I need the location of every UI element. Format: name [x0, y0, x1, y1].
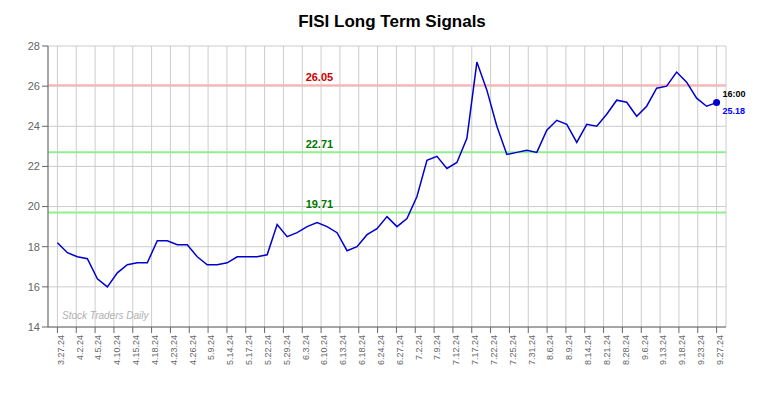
svg-text:25.18: 25.18	[723, 106, 746, 116]
svg-text:5.17.24: 5.17.24	[244, 335, 254, 365]
svg-text:9.18.24: 9.18.24	[677, 335, 687, 365]
svg-text:7.25.24: 7.25.24	[508, 335, 518, 365]
svg-text:7.9.24: 7.9.24	[432, 335, 442, 360]
svg-text:6.18.24: 6.18.24	[357, 335, 367, 365]
svg-text:5.9.24: 5.9.24	[206, 335, 216, 360]
svg-text:5.29.24: 5.29.24	[282, 335, 292, 365]
svg-text:28: 28	[28, 40, 40, 52]
svg-text:8.28.24: 8.28.24	[621, 335, 631, 365]
svg-text:6.24.24: 6.24.24	[376, 335, 386, 365]
svg-text:3.27.24: 3.27.24	[56, 335, 66, 365]
svg-text:5.22.24: 5.22.24	[263, 335, 273, 365]
svg-text:Stock Traders Daily: Stock Traders Daily	[62, 310, 150, 321]
svg-text:24: 24	[28, 120, 40, 132]
svg-text:9.27.24: 9.27.24	[715, 335, 725, 365]
svg-text:9.13.24: 9.13.24	[658, 335, 668, 365]
svg-text:20: 20	[28, 200, 40, 212]
svg-text:6.10.24: 6.10.24	[319, 335, 329, 365]
svg-text:9.6.24: 9.6.24	[640, 335, 650, 360]
svg-text:5.14.24: 5.14.24	[225, 335, 235, 365]
svg-text:9.23.24: 9.23.24	[696, 335, 706, 365]
svg-text:22: 22	[28, 160, 40, 172]
svg-text:19.71: 19.71	[306, 198, 334, 210]
svg-text:4.23.24: 4.23.24	[169, 335, 179, 365]
svg-text:8.14.24: 8.14.24	[583, 335, 593, 365]
svg-text:26: 26	[28, 80, 40, 92]
svg-text:6.3.24: 6.3.24	[301, 335, 311, 360]
svg-text:4.10.24: 4.10.24	[112, 335, 122, 365]
svg-text:18: 18	[28, 241, 40, 253]
svg-text:4.18.24: 4.18.24	[150, 335, 160, 365]
svg-text:4.15.24: 4.15.24	[131, 335, 141, 365]
svg-text:4.26.24: 4.26.24	[188, 335, 198, 365]
svg-text:4.5.24: 4.5.24	[93, 335, 103, 360]
svg-text:22.71: 22.71	[306, 138, 334, 150]
svg-text:26.05: 26.05	[306, 71, 334, 83]
svg-text:7.12.24: 7.12.24	[451, 335, 461, 365]
svg-text:7.22.24: 7.22.24	[489, 335, 499, 365]
svg-text:16: 16	[28, 281, 40, 293]
html-text:FISI Long Term Signals: FISI Long Term Signals	[298, 12, 486, 31]
svg-text:16:00: 16:00	[723, 89, 746, 99]
svg-text:6.27.24: 6.27.24	[395, 335, 405, 365]
svg-text:8.6.24: 8.6.24	[545, 335, 555, 360]
svg-text:7.31.24: 7.31.24	[527, 335, 537, 365]
svg-text:4.2.24: 4.2.24	[75, 335, 85, 360]
svg-text:7.2.24: 7.2.24	[414, 335, 424, 360]
svg-text:8.9.24: 8.9.24	[564, 335, 574, 360]
svg-text:6.13.24: 6.13.24	[338, 335, 348, 365]
svg-text:8.21.24: 8.21.24	[602, 335, 612, 365]
svg-text:7.17.24: 7.17.24	[470, 335, 480, 365]
svg-text:14: 14	[28, 321, 40, 333]
